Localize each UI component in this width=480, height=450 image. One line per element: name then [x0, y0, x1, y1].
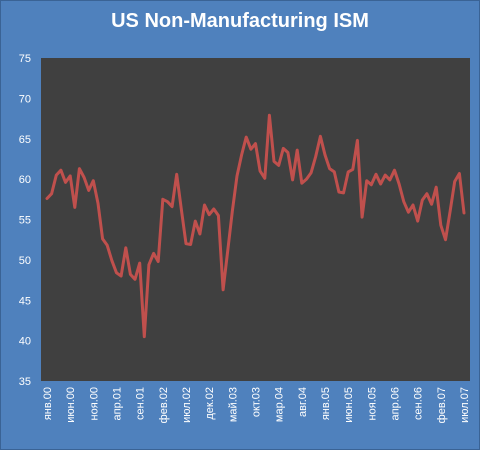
x-tick-label: фев.07	[436, 387, 448, 423]
chart-title: US Non-Manufacturing ISM	[111, 10, 369, 32]
x-tick-label: ноя.05	[366, 387, 378, 420]
y-tick-label: 75	[19, 53, 31, 65]
x-axis: янв.00 июн.00 ноя.00 апр.01 сен.01 фев.02 июл.…	[42, 387, 471, 423]
x-tick-label: сен.06	[413, 387, 425, 420]
x-tick-label: апр.01	[112, 387, 124, 420]
x-tick-label: июл.02	[181, 387, 193, 423]
y-tick-label: 60	[19, 174, 31, 186]
y-tick-label: 65	[19, 134, 31, 146]
y-tick-label: 55	[19, 215, 31, 227]
x-tick-label: май.03	[227, 387, 239, 422]
y-tick-label: 35	[19, 376, 31, 388]
x-tick-label: дек.02	[204, 387, 216, 420]
x-tick-label: июл.07	[459, 387, 471, 423]
x-tick-label: янв.05	[320, 387, 332, 420]
y-tick-label: 40	[19, 336, 31, 348]
x-tick-label: июн.00	[65, 387, 77, 423]
x-tick-label: окт.03	[251, 387, 263, 417]
x-tick-label: сен.01	[135, 387, 147, 420]
x-tick-label: апр.06	[390, 387, 402, 420]
x-tick-label: фев.02	[158, 387, 170, 423]
x-tick-label: июн.05	[343, 387, 355, 423]
x-tick-label: янв.00	[42, 387, 54, 420]
x-tick-label: ноя.00	[88, 387, 100, 420]
y-tick-label: 45	[19, 295, 31, 307]
y-axis: 35 40 45 50 55 60 65 70 75	[19, 53, 31, 388]
series-line	[45, 113, 466, 339]
y-tick-label: 50	[19, 255, 31, 267]
x-tick-label: мар.04	[274, 387, 286, 422]
x-tick-label: авг.04	[297, 387, 309, 417]
y-tick-label: 70	[19, 93, 31, 105]
plot-area	[41, 58, 470, 381]
